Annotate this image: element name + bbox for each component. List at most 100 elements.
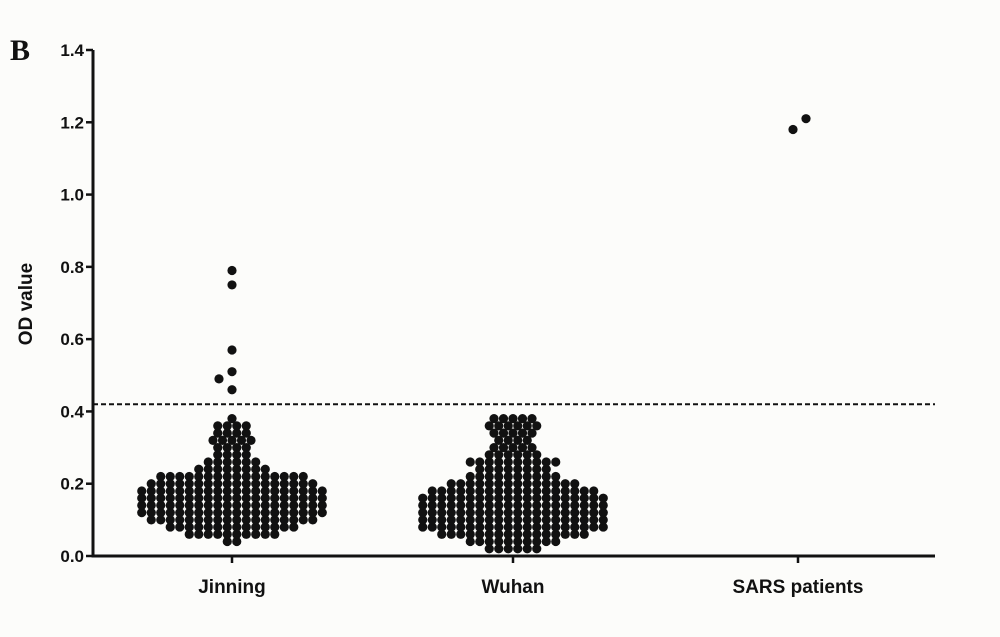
y-tick-label: 1.0 xyxy=(60,186,84,205)
data-point xyxy=(194,464,204,474)
data-point xyxy=(213,457,223,467)
data-point xyxy=(308,515,318,525)
data-point xyxy=(270,486,280,496)
panel-label: B xyxy=(10,34,30,67)
data-point xyxy=(270,493,280,503)
data-point xyxy=(203,457,213,467)
data-point xyxy=(551,471,561,482)
data-point xyxy=(570,500,580,510)
data-point xyxy=(522,450,532,460)
data-point xyxy=(522,500,532,510)
data-point-outlier xyxy=(801,114,811,124)
data-point xyxy=(589,522,599,532)
data-point xyxy=(465,529,475,539)
data-point xyxy=(484,457,494,467)
data-point xyxy=(279,508,289,518)
data-point xyxy=(551,515,561,525)
data-point xyxy=(222,529,232,539)
data-point xyxy=(260,522,270,532)
data-point xyxy=(513,450,523,460)
data-point xyxy=(456,529,466,539)
data-point xyxy=(213,450,223,460)
data-point xyxy=(532,515,542,525)
data-point xyxy=(194,479,204,489)
data-point xyxy=(589,508,599,518)
data-point xyxy=(551,457,561,467)
data-point xyxy=(589,500,599,510)
data-point xyxy=(589,493,599,503)
data-point xyxy=(232,471,242,482)
axes: 0.0 0.2 0.4 0.6 0.8 1.0 1.2 1.4 Jinning Wuhan SARS… xyxy=(60,41,935,598)
data-point xyxy=(227,414,237,424)
data-point xyxy=(541,500,551,510)
data-point xyxy=(418,515,428,525)
data-point xyxy=(175,522,185,532)
data-point xyxy=(484,479,494,489)
data-point xyxy=(298,508,308,518)
data-point xyxy=(222,479,232,489)
data-point xyxy=(232,515,242,525)
data-point xyxy=(213,500,223,510)
data-point xyxy=(532,508,542,518)
data-point xyxy=(232,508,242,518)
data-point xyxy=(165,515,175,525)
data-point xyxy=(308,500,318,510)
data-point xyxy=(456,515,466,525)
data-point xyxy=(475,522,485,532)
data-point xyxy=(513,435,523,445)
data-point xyxy=(222,493,232,503)
data-point xyxy=(541,464,551,474)
data-point xyxy=(503,486,513,496)
data-point xyxy=(241,479,251,489)
data-point xyxy=(475,500,485,510)
data-point xyxy=(465,486,475,496)
data-point xyxy=(208,435,218,445)
data-point xyxy=(579,493,589,503)
data-point xyxy=(213,442,223,453)
data-point xyxy=(251,500,261,510)
data-point xyxy=(551,486,561,496)
data-point xyxy=(194,529,204,539)
data-point xyxy=(513,479,523,489)
data-point xyxy=(203,529,213,539)
data-point xyxy=(146,486,156,496)
data-point xyxy=(213,486,223,496)
data-point xyxy=(232,442,242,453)
data-point xyxy=(427,522,437,532)
data-point xyxy=(298,493,308,503)
data-point xyxy=(232,464,242,474)
data-point xyxy=(541,522,551,532)
data-point xyxy=(213,493,223,503)
data-point xyxy=(494,493,504,503)
data-point xyxy=(165,493,175,503)
data-point xyxy=(137,508,147,518)
data-point-outlier xyxy=(227,265,237,276)
data-point xyxy=(570,508,580,518)
data-point xyxy=(184,500,194,510)
data-point xyxy=(446,493,456,503)
data-point xyxy=(175,515,185,525)
data-point xyxy=(551,479,561,489)
data-point xyxy=(522,421,532,431)
data-point xyxy=(241,493,251,503)
data-point xyxy=(446,529,456,539)
data-point xyxy=(165,486,175,496)
data-point xyxy=(560,515,570,525)
data-point xyxy=(551,508,561,518)
data-point xyxy=(489,414,499,424)
data-point xyxy=(317,493,327,503)
data-point xyxy=(503,508,513,518)
data-point xyxy=(560,529,570,539)
data-point xyxy=(213,479,223,489)
data-point xyxy=(484,536,494,547)
y-tick-label: 1.4 xyxy=(60,41,84,60)
data-point xyxy=(503,421,513,431)
data-point xyxy=(465,457,475,467)
data-point xyxy=(241,464,251,474)
data-point xyxy=(251,522,261,532)
data-point xyxy=(456,500,466,510)
data-point xyxy=(251,479,261,489)
data-point xyxy=(446,522,456,532)
data-point xyxy=(598,508,608,518)
data-point xyxy=(175,471,185,482)
